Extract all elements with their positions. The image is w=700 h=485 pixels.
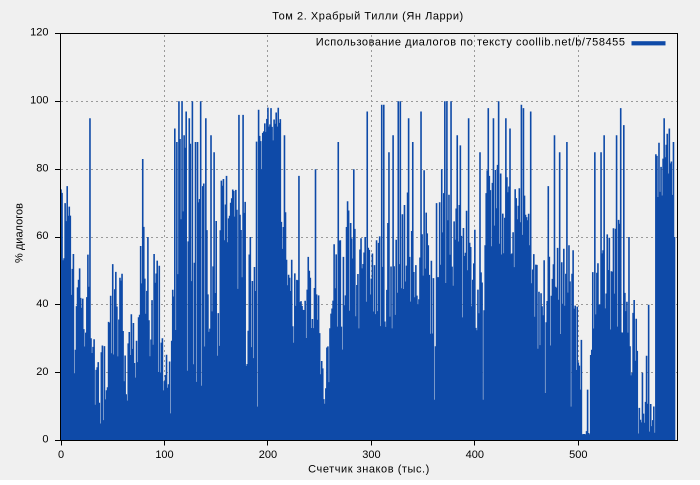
svg-text:120: 120 <box>30 27 48 39</box>
svg-text:20: 20 <box>36 366 48 378</box>
svg-text:100: 100 <box>30 95 48 107</box>
svg-text:Использование диалогов по текс: Использование диалогов по тексту coollib… <box>316 37 626 49</box>
svg-text:500: 500 <box>569 449 587 461</box>
svg-text:0: 0 <box>58 449 64 461</box>
svg-text:% диалогов: % диалогов <box>13 203 25 263</box>
svg-text:40: 40 <box>36 298 48 310</box>
svg-text:80: 80 <box>36 162 48 174</box>
svg-text:60: 60 <box>36 230 48 242</box>
svg-text:0: 0 <box>42 434 48 446</box>
svg-text:100: 100 <box>155 449 173 461</box>
svg-text:200: 200 <box>259 449 277 461</box>
svg-text:Счетчик знаков (тыс.): Счетчик знаков (тыс.) <box>308 464 430 476</box>
svg-text:300: 300 <box>362 449 380 461</box>
svg-text:Том 2. Храбрый Тилли (Ян Ларри: Том 2. Храбрый Тилли (Ян Ларри) <box>272 10 464 22</box>
svg-text:400: 400 <box>466 449 484 461</box>
